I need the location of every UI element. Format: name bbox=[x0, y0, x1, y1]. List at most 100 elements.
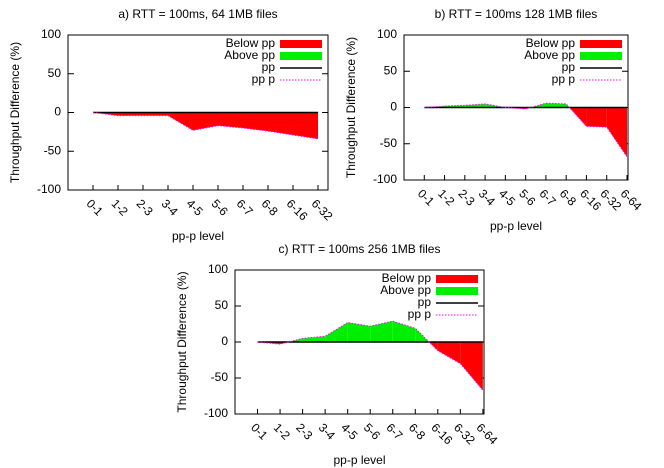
chart-title: c) RTT = 100ms 256 1MB files bbox=[279, 242, 441, 256]
fill-region bbox=[464, 103, 486, 108]
x-tick-label: 6-64 bbox=[618, 186, 645, 213]
x-tick-label: 0-1 bbox=[84, 196, 106, 218]
legend-label: pp bbox=[418, 295, 432, 309]
y-tick-label: 50 bbox=[384, 63, 398, 77]
y-tick-label: -100 bbox=[373, 172, 397, 186]
x-axis-label: pp-p level bbox=[333, 453, 385, 467]
y-tick-label: 0 bbox=[54, 105, 61, 119]
fill-region bbox=[545, 103, 567, 108]
fill-region bbox=[218, 112, 243, 128]
x-axis-label: pp-p level bbox=[172, 229, 224, 243]
subplot: b) RTT = 100ms 128 1MB files -100 -50 0 50 10… bbox=[344, 7, 645, 233]
legend-swatch bbox=[436, 275, 478, 283]
legend-label: pp bbox=[562, 60, 576, 74]
y-tick-label: 50 bbox=[48, 66, 62, 80]
x-tick-label: 5-6 bbox=[209, 196, 231, 218]
y-tick-label: -50 bbox=[380, 136, 398, 150]
x-tick-label: 6-64 bbox=[474, 420, 501, 447]
plot-frame bbox=[403, 34, 629, 181]
y-axis-label: Throughput Difference (%) bbox=[8, 42, 22, 183]
y-tick-label: 0 bbox=[221, 334, 228, 348]
fill-region bbox=[586, 107, 607, 128]
x-tick-label: 6-16 bbox=[428, 420, 455, 447]
legend-swatch bbox=[436, 287, 478, 295]
y-axis-label: Throughput Difference (%) bbox=[175, 271, 189, 412]
legend-swatch bbox=[580, 52, 622, 60]
legend-label: Above pp bbox=[380, 283, 431, 297]
fill-region bbox=[460, 342, 483, 391]
fill-region bbox=[143, 112, 168, 116]
fill-region bbox=[530, 103, 546, 108]
x-tick-label: 5-6 bbox=[361, 420, 383, 442]
x-tick-label: 6-7 bbox=[537, 186, 559, 208]
line bbox=[257, 320, 484, 391]
x-axis-label: pp-p level bbox=[490, 219, 542, 233]
fill-region bbox=[288, 338, 303, 342]
x-tick-label: 0-1 bbox=[415, 186, 437, 208]
x-tick-label: 2-3 bbox=[293, 420, 315, 442]
x-tick-label: 3-4 bbox=[476, 186, 498, 208]
y-axis-label: Throughput Difference (%) bbox=[344, 37, 358, 178]
x-tick-label: 4-5 bbox=[184, 196, 206, 218]
x-tick-label: 6-16 bbox=[284, 196, 311, 223]
legend-swatch bbox=[280, 52, 322, 60]
legend-label: pp bbox=[262, 60, 276, 74]
legend-label: Above pp bbox=[224, 48, 275, 62]
legend-swatch bbox=[580, 40, 622, 48]
fill-region bbox=[370, 321, 393, 342]
fill-region bbox=[243, 112, 268, 132]
fill-region bbox=[415, 328, 430, 342]
chart-title: a) RTT = 100ms, 64 1MB files bbox=[118, 7, 277, 21]
x-tick-label: 6-8 bbox=[557, 186, 579, 208]
plot-frame bbox=[67, 34, 329, 191]
legend-label: pp p bbox=[252, 72, 276, 86]
y-tick-label: 100 bbox=[208, 262, 228, 276]
x-tick-label: 4-5 bbox=[496, 186, 518, 208]
legend-label: pp p bbox=[552, 72, 576, 86]
fill-region bbox=[168, 112, 193, 131]
x-tick-label: 1-2 bbox=[271, 420, 293, 442]
fill-region bbox=[268, 112, 293, 135]
subplot: a) RTT = 100ms, 64 1MB files -100 -50 0 50 10… bbox=[8, 7, 336, 243]
fill-region bbox=[325, 322, 348, 342]
y-tick-label: -100 bbox=[204, 406, 228, 420]
fill-region bbox=[437, 342, 461, 364]
legend-swatch bbox=[280, 40, 322, 48]
fill-region bbox=[606, 107, 627, 157]
y-tick-label: -100 bbox=[37, 182, 61, 196]
fill-region bbox=[347, 322, 371, 342]
legend-label: Below pp bbox=[526, 36, 576, 50]
y-tick-label: -50 bbox=[44, 143, 62, 157]
y-tick-label: -50 bbox=[211, 370, 229, 384]
fill-region bbox=[118, 112, 143, 116]
x-tick-label: 6-8 bbox=[259, 196, 281, 218]
x-tick-label: 0-1 bbox=[248, 420, 270, 442]
x-tick-label: 2-3 bbox=[455, 186, 477, 208]
line bbox=[424, 102, 628, 158]
chart-title: b) RTT = 100ms 128 1MB files bbox=[435, 7, 598, 21]
y-tick-label: 50 bbox=[215, 298, 229, 312]
y-tick-label: 100 bbox=[377, 27, 397, 41]
subplot: c) RTT = 100ms 256 1MB files -100 -50 0 50 10… bbox=[175, 242, 500, 467]
x-tick-label: 3-4 bbox=[316, 420, 338, 442]
fill-region bbox=[302, 336, 326, 342]
legend-label: Above pp bbox=[524, 48, 575, 62]
fill-region bbox=[293, 112, 318, 139]
x-tick-label: 6-16 bbox=[577, 186, 604, 213]
x-tick-label: 6-8 bbox=[406, 420, 428, 442]
x-tick-label: 6-32 bbox=[309, 196, 336, 223]
plot-frame bbox=[234, 269, 485, 415]
x-tick-label: 1-2 bbox=[109, 196, 131, 218]
x-tick-label: 6-7 bbox=[234, 196, 256, 218]
x-tick-label: 3-4 bbox=[159, 196, 181, 218]
line bbox=[92, 112, 319, 140]
y-tick-label: 100 bbox=[41, 27, 61, 41]
x-tick-label: 6-32 bbox=[597, 186, 624, 213]
x-tick-label: 5-6 bbox=[516, 186, 538, 208]
legend-label: pp p bbox=[408, 307, 432, 321]
fill-region bbox=[392, 321, 416, 342]
fill-region bbox=[569, 107, 587, 127]
legend-label: Below pp bbox=[382, 271, 432, 285]
x-tick-label: 1-2 bbox=[435, 186, 457, 208]
